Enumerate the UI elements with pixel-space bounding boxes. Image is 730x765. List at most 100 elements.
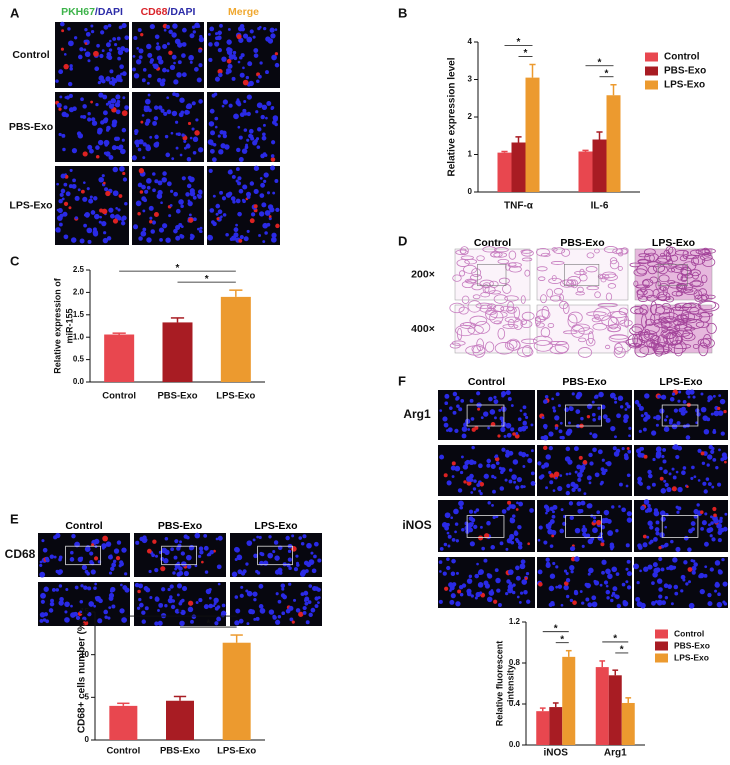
tissue: [534, 315, 547, 322]
tissue: [662, 286, 668, 296]
nucleus: [274, 555, 280, 561]
tissue: [460, 246, 469, 256]
nucleus: [660, 567, 665, 572]
nucleus: [216, 605, 221, 609]
tissue: [646, 294, 658, 302]
nucleus: [159, 81, 165, 87]
nucleus: [122, 96, 126, 100]
nucleus: [181, 176, 186, 181]
nucleus: [68, 93, 73, 99]
nucleus: [61, 197, 65, 201]
nucleus: [450, 465, 456, 471]
nucleus: [160, 108, 165, 113]
tissue: [659, 316, 667, 323]
nucleus: [472, 487, 477, 491]
nucleus: [216, 564, 222, 570]
nucleus: [188, 213, 192, 217]
nucleus: [140, 230, 147, 237]
nucleus: [234, 558, 238, 562]
nucleus: [530, 423, 534, 427]
nucleus: [82, 151, 88, 157]
bar: [608, 675, 622, 745]
tissue: [652, 346, 673, 353]
nucleus: [137, 182, 143, 188]
nucleus: [717, 538, 722, 543]
nucleus: [655, 520, 660, 525]
tissue: [553, 247, 566, 254]
nucleus: [77, 556, 83, 563]
nucleus: [655, 414, 661, 421]
nucleus: [452, 410, 457, 415]
nucleus: [80, 189, 85, 194]
micrograph-background: [537, 557, 632, 608]
tissue: [668, 281, 682, 289]
nucleus: [220, 215, 223, 218]
nucleus: [118, 25, 123, 30]
nucleus: [493, 399, 499, 405]
tissue: [667, 267, 676, 273]
nucleus: [111, 562, 117, 568]
nucleus: [724, 512, 728, 516]
nucleus: [443, 422, 449, 428]
nucleus: [673, 558, 677, 562]
tissue: [607, 311, 628, 319]
nucleus: [182, 585, 188, 592]
nucleus: [190, 619, 194, 624]
nucleus: [524, 576, 528, 580]
nucleus: [494, 454, 499, 458]
tissue: [593, 313, 600, 320]
row-label: Control: [12, 49, 49, 61]
nucleus: [73, 611, 79, 617]
nucleus: [133, 224, 139, 230]
nucleus: [706, 454, 713, 460]
nucleus: [133, 35, 138, 41]
nucleus: [180, 234, 185, 239]
nucleus: [253, 188, 259, 195]
nucleus: [693, 475, 697, 479]
nucleus: [664, 482, 669, 487]
nucleus: [263, 179, 267, 183]
nucleus: [61, 133, 66, 138]
nucleus: [239, 234, 244, 240]
nucleus: [582, 460, 588, 465]
nucleus: [508, 468, 513, 472]
nucleus: [720, 457, 725, 462]
nucleus: [233, 56, 238, 61]
nucleus: [49, 601, 55, 607]
nucleus: [685, 435, 691, 440]
nucleus: [525, 415, 529, 419]
nucleus: [543, 504, 549, 509]
nucleus: [671, 467, 675, 471]
nucleus: [611, 566, 618, 573]
nucleus: [137, 147, 142, 152]
nucleus: [239, 56, 243, 60]
nucleus: [505, 449, 510, 454]
nucleus: [460, 399, 465, 403]
nucleus: [137, 28, 142, 32]
tissue: [553, 288, 564, 295]
nucleus: [696, 412, 701, 417]
nucleus: [701, 520, 707, 526]
tissue: [508, 250, 517, 260]
nucleus: [644, 509, 649, 513]
nucleus: [152, 172, 156, 176]
tissue: [668, 307, 675, 321]
nucleus: [454, 530, 457, 534]
nucleus: [138, 55, 143, 60]
nucleus: [439, 454, 445, 460]
nucleus: [141, 78, 146, 83]
bar: [592, 139, 607, 192]
nucleus: [481, 546, 485, 551]
nucleus: [112, 190, 119, 197]
nucleus: [652, 457, 656, 462]
nucleus: [103, 231, 107, 235]
nucleus: [59, 192, 64, 197]
nucleus: [155, 45, 161, 51]
nucleus: [668, 421, 673, 425]
nucleus: [655, 423, 659, 427]
nucleus: [245, 562, 249, 566]
zoom-box: [657, 263, 688, 287]
nucleus: [675, 454, 680, 460]
column-header: Control: [65, 520, 102, 532]
nucleus: [443, 473, 448, 478]
